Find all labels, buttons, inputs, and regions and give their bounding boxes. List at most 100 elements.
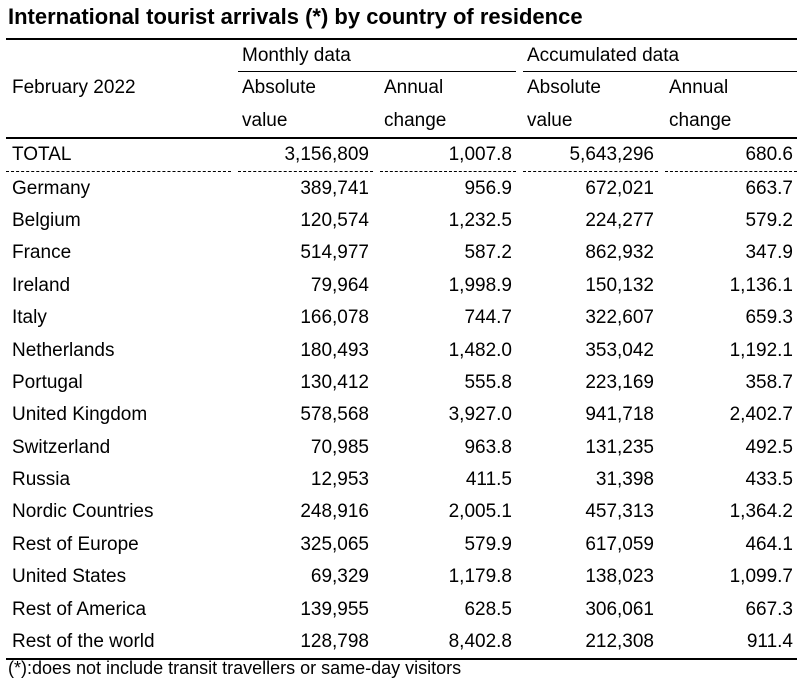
col-header-accumulated-absolute-line2: value [527, 109, 573, 131]
country-cell: Nordic Countries [12, 501, 154, 523]
monthly-absolute-cell: 130,412 [300, 371, 369, 393]
table-row: United Kingdom 578,568 3,927.0 941,718 2,402… [6, 399, 797, 431]
country-cell: Rest of America [12, 598, 147, 620]
monthly-change-cell: 1,007.8 [380, 137, 516, 173]
accumulated-absolute-cell: 322,607 [585, 307, 654, 329]
monthly-absolute-cell: 325,065 [300, 533, 369, 555]
country-cell: Portugal [12, 371, 83, 393]
accumulated-absolute-cell: 31,398 [595, 469, 654, 491]
monthly-absolute-cell: 248,916 [300, 501, 369, 523]
table-row: France 514,977 587.2 862,932 347.9 [6, 237, 797, 269]
accumulated-change-cell: 433.5 [745, 469, 793, 491]
monthly-change-cell: 1,232.5 [448, 209, 512, 231]
monthly-absolute-cell: 70,985 [310, 436, 369, 458]
accumulated-change-cell: 579.2 [745, 209, 793, 231]
accumulated-absolute-cell: 223,169 [585, 371, 654, 393]
monthly-absolute-cell: 389,741 [300, 177, 369, 199]
monthly-change-cell: 411.5 [465, 469, 512, 491]
table-row: Russia 12,953 411.5 31,398 433.5 [6, 464, 797, 496]
table-row: Germany 389,741 956.9 672,021 663.7 [6, 172, 797, 205]
accumulated-absolute-cell: 353,042 [585, 339, 654, 361]
monthly-change-cell: 3,927.0 [448, 404, 512, 426]
accumulated-change-cell: 667.3 [745, 598, 793, 620]
monthly-absolute-cell: 120,574 [300, 209, 369, 231]
country-cell: Italy [12, 307, 47, 329]
monthly-absolute-cell: 166,078 [300, 307, 369, 329]
data-table-frame: Monthly data Accumulated data February 2… [6, 38, 797, 661]
accumulated-change-cell: 911.4 [665, 625, 797, 661]
country-cell: United Kingdom [12, 404, 148, 426]
accumulated-absolute-cell: 5,643,296 [523, 137, 658, 173]
group-header-accumulated: Accumulated data [523, 40, 797, 72]
country-cell: United States [12, 566, 127, 588]
monthly-change-cell: 555.8 [464, 371, 512, 393]
monthly-change-cell: 956.9 [464, 177, 512, 199]
country-cell: Belgium [12, 209, 81, 231]
table-body: TOTAL 3,156,809 1,007.8 5,643,296 680.6 Germa… [6, 137, 797, 661]
accumulated-change-cell: 464.1 [745, 533, 793, 555]
header-spacer [6, 40, 231, 72]
country-cell: Germany [12, 177, 91, 199]
monthly-change-cell: 1,998.9 [448, 274, 512, 296]
monthly-absolute-cell: 3,156,809 [238, 137, 373, 173]
accumulated-absolute-cell: 941,718 [585, 404, 654, 426]
accumulated-change-cell: 1,192.1 [729, 339, 793, 361]
monthly-absolute-cell: 12,953 [310, 469, 369, 491]
col-header-monthly-absolute-line2: value [242, 109, 288, 131]
accumulated-change-cell: 659.3 [745, 307, 793, 329]
accumulated-absolute-cell: 617,059 [585, 533, 654, 555]
col-header-monthly-change-line2: change [384, 109, 447, 131]
table-row: United States 69,329 1,179.8 138,023 1,099.7 [6, 561, 797, 593]
accumulated-absolute-cell: 672,021 [585, 177, 654, 199]
monthly-absolute-cell: 139,955 [300, 598, 369, 620]
accumulated-change-cell: 358.7 [745, 371, 793, 393]
monthly-absolute-cell: 514,977 [300, 242, 369, 264]
accumulated-change-cell: 1,364.2 [729, 501, 793, 523]
accumulated-change-cell: 492.5 [745, 436, 793, 458]
table-row: Ireland 79,964 1,998.9 150,132 1,136.1 [6, 270, 797, 302]
monthly-change-cell: 8,402.8 [380, 625, 516, 661]
tourist-arrivals-table: Monthly data Accumulated data February 2… [6, 38, 797, 661]
country-cell: Switzerland [12, 436, 111, 458]
accumulated-change-cell: 680.6 [665, 137, 797, 173]
accumulated-change-cell: 2,402.7 [729, 404, 793, 426]
col-header-monthly-change: Annual [384, 77, 444, 98]
accumulated-absolute-cell: 131,235 [585, 436, 654, 458]
table-row: Rest of America 139,955 628.5 306,061 667.3 [6, 593, 797, 625]
table-row: Nordic Countries 248,916 2,005.1 457,313 1,3… [6, 496, 797, 528]
period-label: February 2022 [12, 76, 136, 98]
accumulated-absolute-cell: 150,132 [585, 274, 654, 296]
group-header-monthly: Monthly data [238, 40, 516, 72]
col-header-accumulated-change-line2: change [669, 109, 732, 131]
accumulated-absolute-cell: 457,313 [585, 501, 654, 523]
country-cell: Netherlands [12, 339, 115, 361]
monthly-change-cell: 744.7 [464, 307, 512, 329]
monthly-absolute-cell: 578,568 [300, 404, 369, 426]
country-cell: TOTAL [6, 137, 231, 173]
table-row: Belgium 120,574 1,232.5 224,277 579.2 [6, 205, 797, 237]
table-row: Rest of Europe 325,065 579.9 617,059 464.1 [6, 529, 797, 561]
country-cell: Russia [12, 469, 71, 491]
table-row: Rest of the world 128,798 8,402.8 212,308 91… [6, 625, 797, 661]
total-row: TOTAL 3,156,809 1,007.8 5,643,296 680.6 [6, 137, 797, 173]
accumulated-absolute-cell: 212,308 [523, 625, 658, 661]
table-row: Switzerland 70,985 963.8 131,235 492.5 [6, 432, 797, 464]
table-row: Italy 166,078 744.7 322,607 659.3 [6, 302, 797, 334]
accumulated-change-cell: 1,136.1 [729, 274, 793, 296]
accumulated-absolute-cell: 862,932 [585, 242, 654, 264]
country-cell: Rest of Europe [12, 533, 139, 555]
country-cell: France [12, 242, 72, 264]
accumulated-change-cell: 347.9 [745, 242, 793, 264]
monthly-change-cell: 1,482.0 [448, 339, 512, 361]
col-header-monthly-absolute: Absolute [242, 77, 316, 98]
accumulated-change-cell: 663.7 [745, 177, 793, 199]
monthly-absolute-cell: 79,964 [310, 274, 369, 296]
footnote: (*):does not include transit travellers … [8, 658, 462, 678]
col-header-accumulated-change: Annual [669, 77, 729, 98]
table-row: Portugal 130,412 555.8 223,169 358.7 [6, 367, 797, 399]
accumulated-absolute-cell: 138,023 [585, 566, 654, 588]
table-title: International tourist arrivals (*) by co… [8, 4, 583, 29]
accumulated-absolute-cell: 224,277 [585, 209, 654, 231]
col-header-accumulated-absolute: Absolute [527, 77, 601, 98]
monthly-change-cell: 1,179.8 [448, 566, 512, 588]
